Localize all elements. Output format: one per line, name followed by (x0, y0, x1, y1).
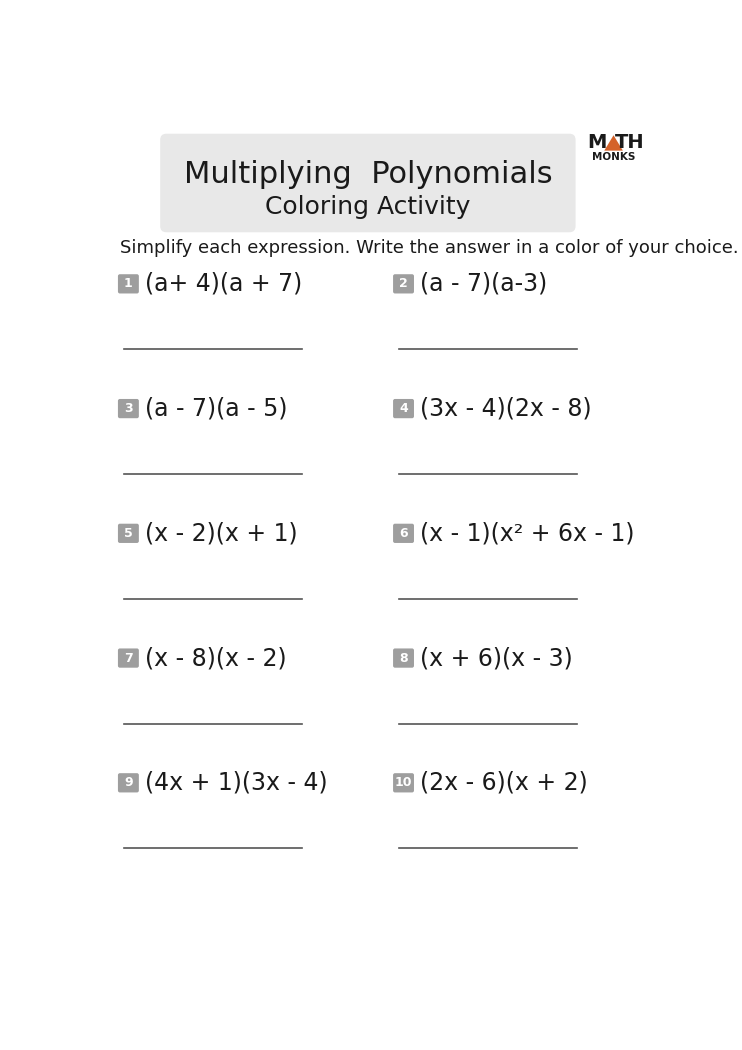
Text: 7: 7 (124, 652, 133, 665)
Text: (4x + 1)(3x - 4): (4x + 1)(3x - 4) (145, 771, 327, 795)
Text: Simplify each expression. Write the answer in a color of your choice.: Simplify each expression. Write the answ… (120, 238, 738, 256)
FancyBboxPatch shape (393, 524, 414, 543)
Polygon shape (604, 135, 623, 150)
FancyBboxPatch shape (118, 773, 139, 793)
FancyBboxPatch shape (160, 133, 576, 232)
FancyBboxPatch shape (118, 649, 139, 668)
Text: 8: 8 (399, 652, 408, 665)
Text: (2x - 6)(x + 2): (2x - 6)(x + 2) (420, 771, 588, 795)
FancyBboxPatch shape (393, 773, 414, 793)
Text: (x - 8)(x - 2): (x - 8)(x - 2) (145, 646, 286, 670)
Text: Multiplying  Polynomials: Multiplying Polynomials (183, 160, 552, 189)
Text: 5: 5 (124, 527, 133, 540)
FancyBboxPatch shape (118, 399, 139, 418)
Text: TH: TH (615, 133, 645, 152)
Text: (a+ 4)(a + 7): (a+ 4)(a + 7) (145, 272, 302, 296)
Text: 2: 2 (399, 277, 408, 291)
Text: (x + 6)(x - 3): (x + 6)(x - 3) (420, 646, 573, 670)
Text: Coloring Activity: Coloring Activity (265, 195, 470, 218)
Text: 6: 6 (399, 527, 408, 540)
Text: 4: 4 (399, 402, 408, 415)
Text: 10: 10 (395, 776, 413, 790)
Text: (a - 7)(a - 5): (a - 7)(a - 5) (145, 397, 287, 421)
Text: MONKS: MONKS (592, 152, 635, 162)
Text: 1: 1 (124, 277, 133, 291)
Text: 3: 3 (124, 402, 133, 415)
Text: 9: 9 (124, 776, 133, 790)
FancyBboxPatch shape (118, 274, 139, 293)
FancyBboxPatch shape (393, 399, 414, 418)
Text: (a - 7)(a-3): (a - 7)(a-3) (420, 272, 547, 296)
Text: (x - 1)(x² + 6x - 1): (x - 1)(x² + 6x - 1) (420, 522, 634, 545)
FancyBboxPatch shape (118, 524, 139, 543)
Text: M: M (588, 133, 607, 152)
Text: (x - 2)(x + 1): (x - 2)(x + 1) (145, 522, 298, 545)
FancyBboxPatch shape (393, 274, 414, 293)
Text: (3x - 4)(2x - 8): (3x - 4)(2x - 8) (420, 397, 591, 421)
FancyBboxPatch shape (393, 649, 414, 668)
